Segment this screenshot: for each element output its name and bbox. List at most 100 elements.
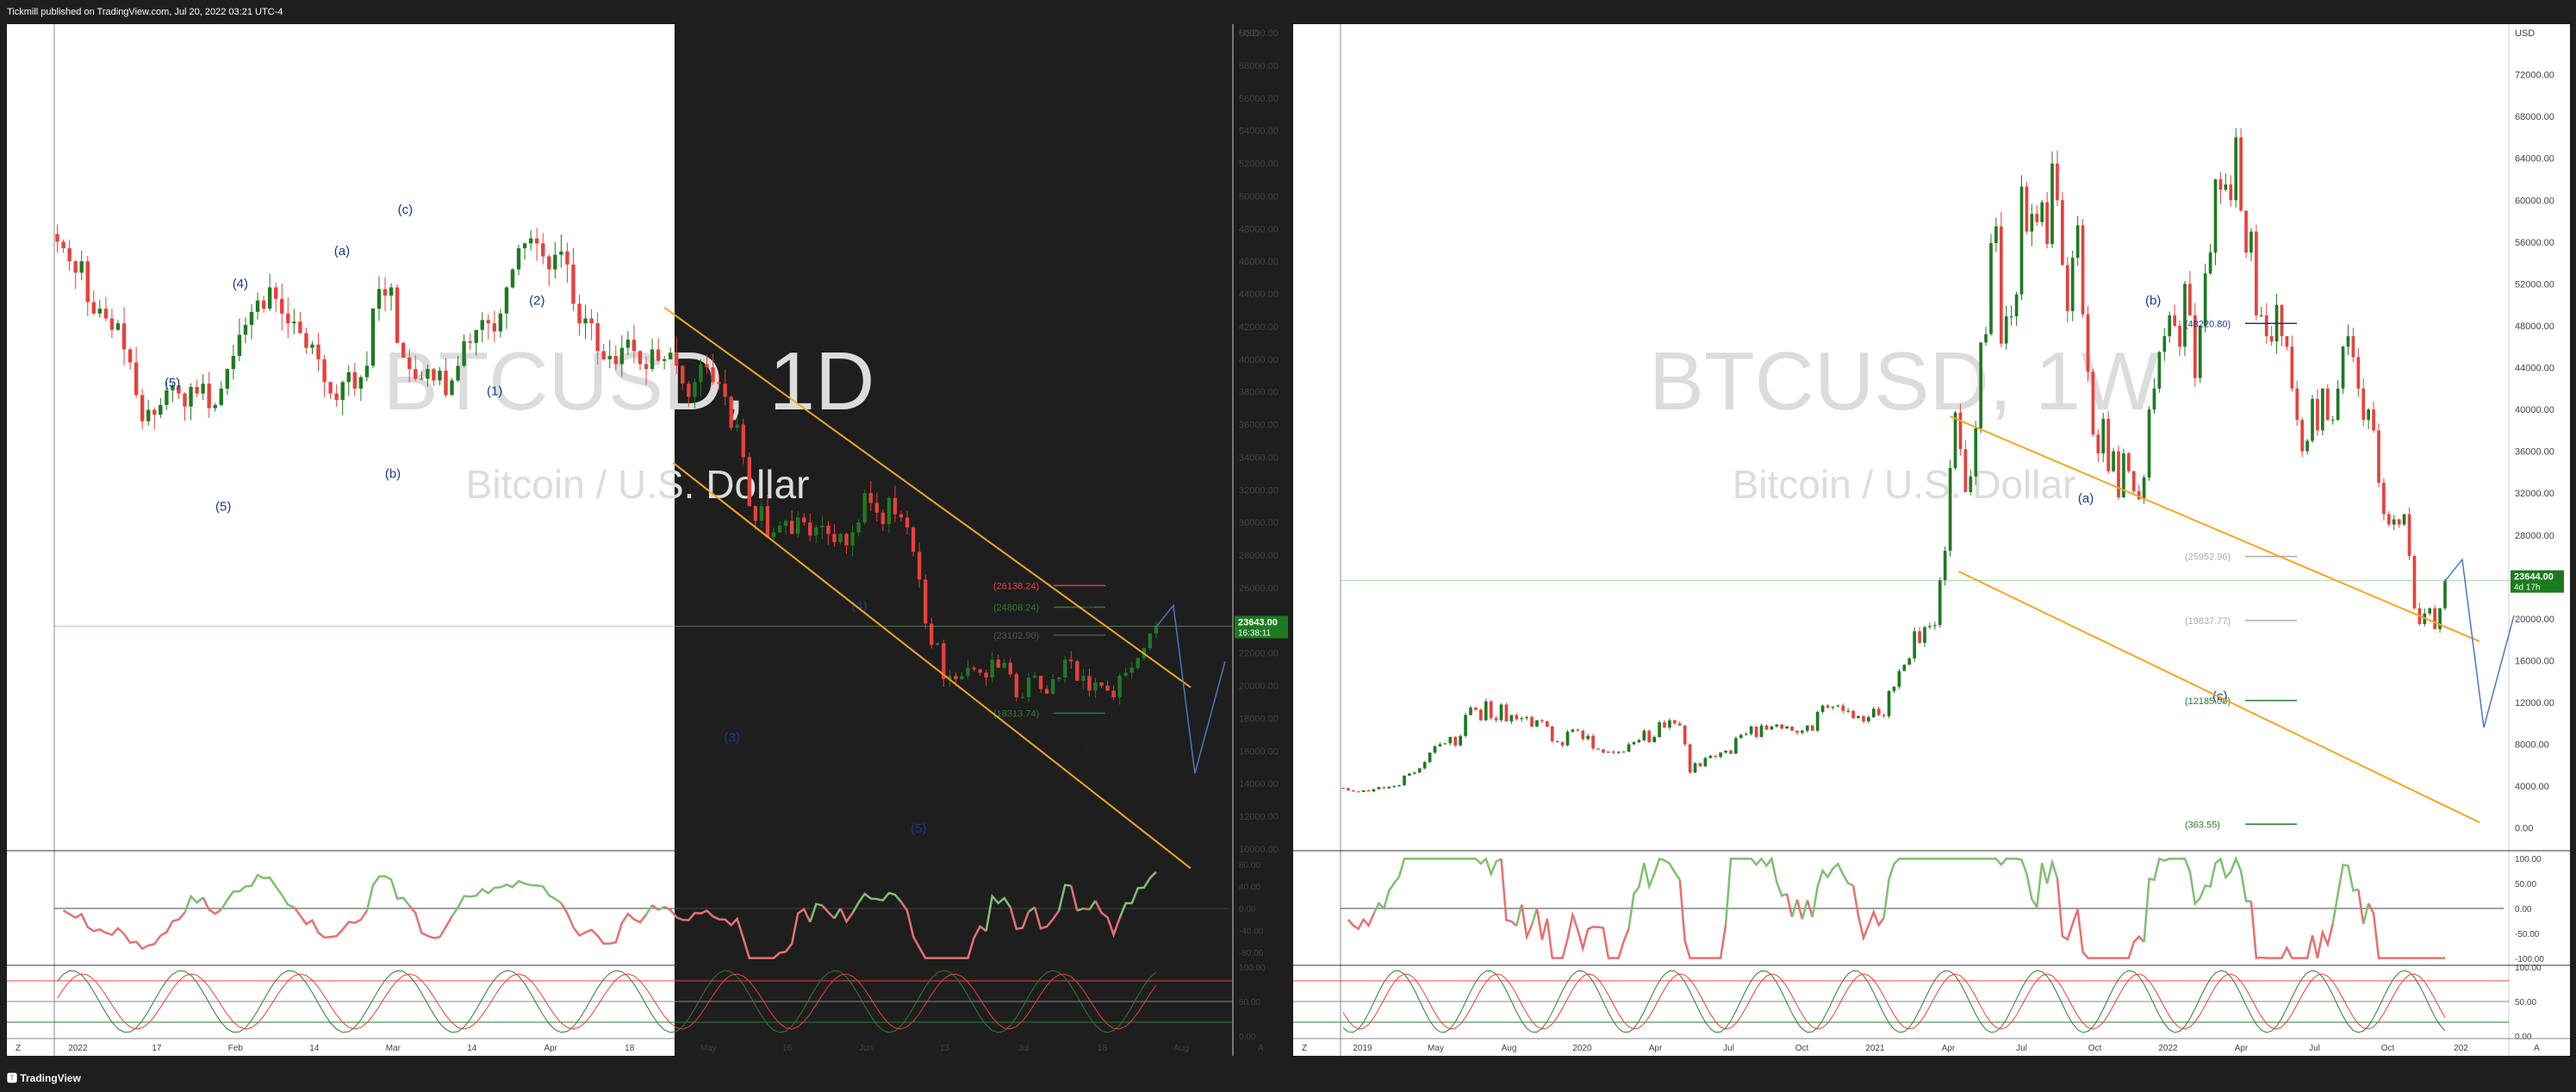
daily-chart-panel[interactable]: 60000.00 58000.00 56000.00 54000.00 52000.00… [7, 24, 1288, 1056]
rsi-line-segment [1530, 908, 1539, 926]
candle-body [1489, 701, 1493, 719]
rsi-line-segment [1033, 907, 1061, 930]
candle-body [1637, 739, 1641, 743]
channel-lower-line [1958, 571, 2480, 824]
candle-body [1026, 677, 1031, 697]
timezone-button-icon: Z [1302, 1044, 1307, 1053]
candle-body [1093, 682, 1098, 691]
candle-body [1642, 730, 1646, 740]
candle-body [1647, 730, 1652, 743]
candle-body [1780, 724, 1784, 729]
channel-upper-line [1950, 415, 2480, 643]
rsi-line-segment [1094, 900, 1121, 939]
candle-body [954, 676, 958, 680]
price-axis-label: 20000.00 [1239, 682, 1279, 692]
candle-body [1749, 726, 1753, 734]
time-axis-label: 2021 [1865, 1044, 1885, 1053]
candle-body [1815, 711, 1820, 731]
candle-body [1857, 715, 1860, 719]
wave-label: (b) [2145, 293, 2161, 308]
stoch-axis-label: 50.00 [2515, 998, 2536, 1008]
rsi-line-segment [1785, 893, 1794, 918]
price-axis-label: 32000.00 [1239, 485, 1279, 496]
candle-body [2377, 430, 2380, 484]
candle-body [2300, 420, 2305, 452]
candle-body [1871, 708, 1876, 718]
candle-body [675, 353, 679, 366]
candle-body [972, 667, 976, 670]
candle-body [899, 514, 904, 518]
price-axis-label: 38000.00 [1239, 388, 1279, 398]
rsi-line-segment [2143, 856, 2252, 943]
rsi-line-segment [1724, 856, 1788, 925]
candle-body [1627, 744, 1631, 752]
wave-label: (c) [398, 203, 414, 217]
candle-body [177, 385, 181, 394]
price-axis-label: 58000.00 [1239, 61, 1279, 72]
candle-body [1044, 689, 1049, 695]
candle-body [632, 340, 637, 352]
candle-body [2311, 398, 2314, 441]
candle-body [1020, 696, 1025, 698]
rsi-line-segment [651, 904, 659, 911]
wave-label: (2) [529, 293, 544, 308]
candle-body [109, 318, 115, 330]
candle-body [1688, 744, 1692, 773]
candle-body [492, 323, 497, 332]
candle-body [1545, 721, 1549, 727]
weekly-chart-panel[interactable]: 72000.00 68000.00 64000.00 60000.00 56000.00… [1293, 24, 2570, 1056]
candle-body [426, 369, 430, 379]
candle-body [1831, 706, 1835, 708]
candle-body [759, 506, 764, 521]
time-axis-label: Mar [386, 1044, 401, 1053]
rsi-line-segment [1535, 908, 1630, 959]
rsi-line-segment [220, 873, 295, 911]
candle-body [1764, 725, 1769, 730]
candle-body [468, 340, 472, 343]
candle-body [984, 672, 988, 678]
candle-body [1775, 724, 1779, 727]
candle-body [1341, 788, 1345, 789]
candle-body [2229, 184, 2233, 201]
time-axis-label: 13 [940, 1044, 950, 1053]
rsi-line-segment [365, 875, 411, 911]
candle-body [1438, 744, 1442, 747]
rsi-line-segment [1882, 858, 2059, 919]
candle-body [2096, 434, 2100, 454]
candle-body [1703, 758, 1708, 767]
candle-body [1739, 734, 1743, 739]
candle-body [2367, 409, 2370, 421]
candle-body [1596, 748, 1600, 750]
price-axis-label: 48000.00 [1239, 224, 1279, 234]
candle-body [450, 380, 454, 396]
candle-body [619, 347, 625, 365]
candle-body [1876, 708, 1881, 715]
candle-body [1530, 717, 1534, 727]
candle-body [2009, 316, 2013, 318]
candle-body [504, 287, 509, 314]
candle-body [595, 323, 600, 352]
candle-body [1668, 720, 1671, 728]
candle-body [1403, 776, 1406, 785]
price-axis-label: 40000.00 [1239, 355, 1279, 365]
candle-body [1887, 690, 1891, 716]
candle-body [328, 382, 333, 394]
candle-body [1892, 686, 1896, 691]
candle-body [2321, 388, 2324, 431]
candle-body [936, 643, 940, 646]
candle-body [55, 234, 59, 242]
candle-body [528, 238, 533, 244]
candle-body [1123, 672, 1128, 677]
fib-level-label: (363.55) [2185, 820, 2220, 830]
candle-body [183, 393, 187, 407]
price-axis-label: 44000.00 [2515, 364, 2554, 374]
time-axis-label: Jul [1018, 1044, 1030, 1053]
rsi-line-segment [851, 891, 902, 914]
last-price-tag [1235, 615, 1288, 639]
candle-body [1581, 730, 1585, 739]
candle-body [2173, 315, 2176, 326]
price-axis-label: 0.00 [2515, 824, 2533, 834]
rsi-line-segment [1372, 857, 1503, 914]
wave-label: (5) [215, 500, 231, 515]
